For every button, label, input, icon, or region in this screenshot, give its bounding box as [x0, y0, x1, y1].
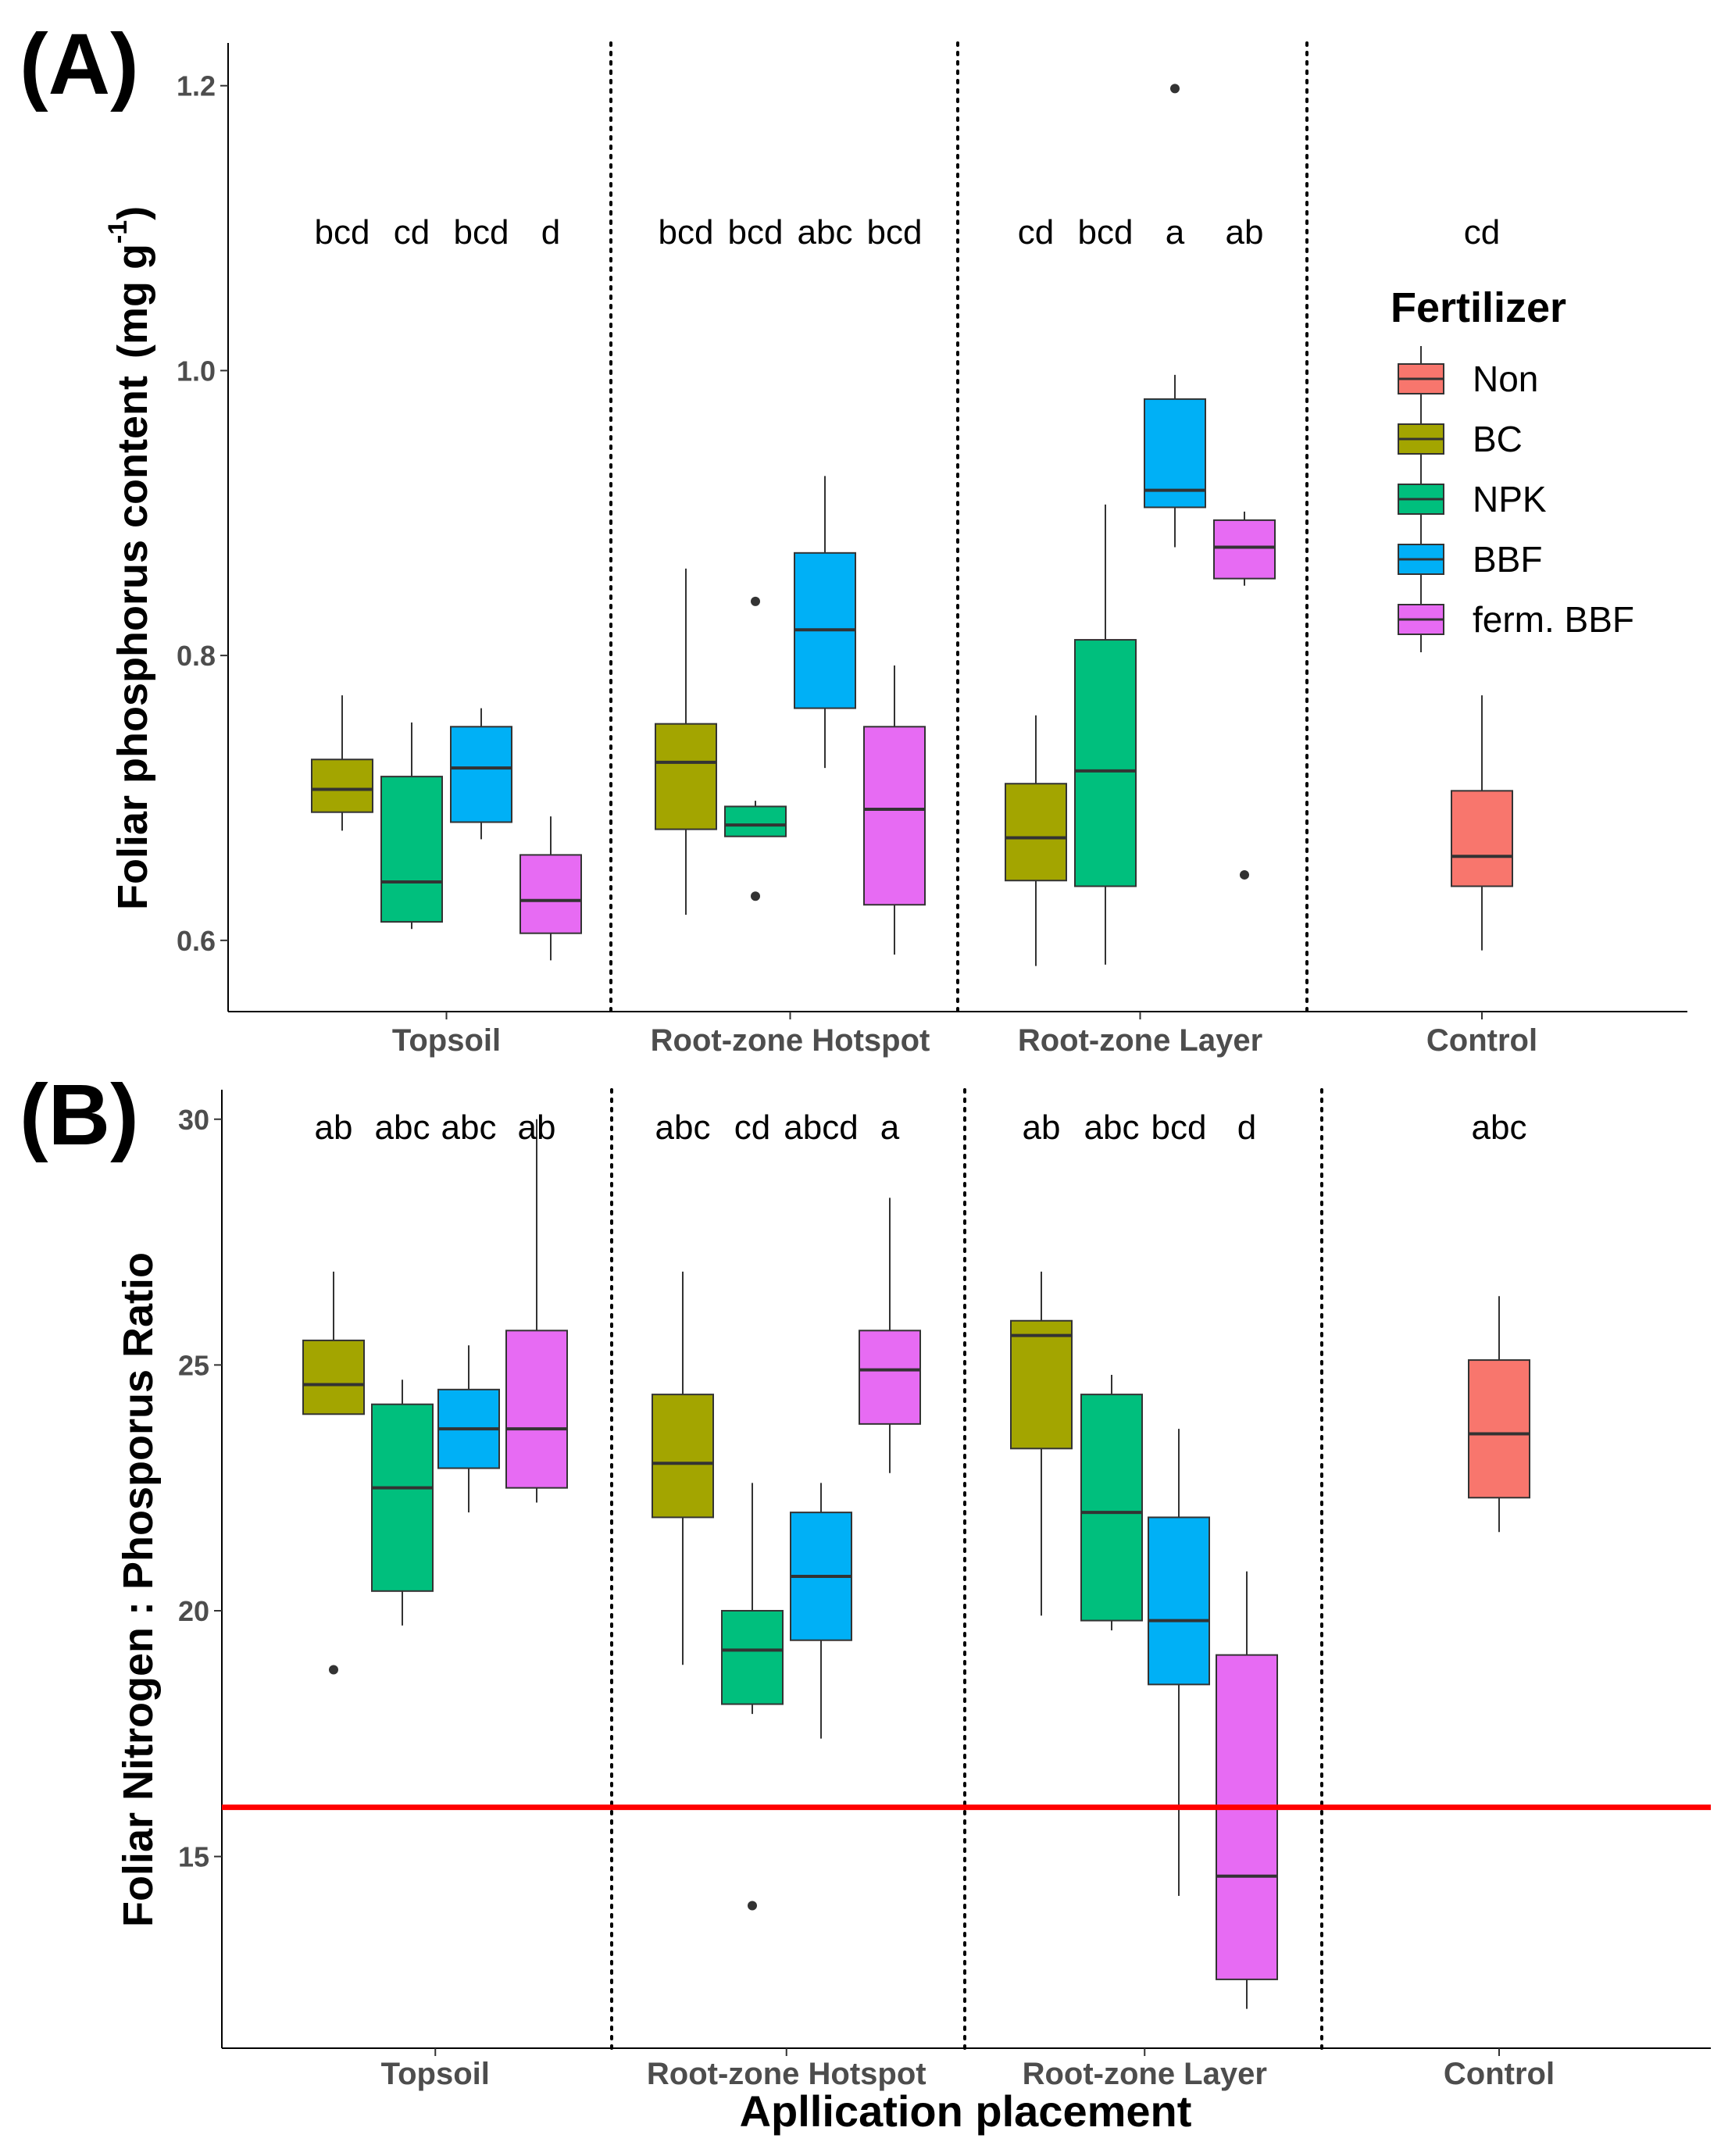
panel-b-significance-letter: d: [1237, 1108, 1256, 1147]
panel-b-box: [1468, 1359, 1530, 1499]
panel-b-x-tick-label: Control: [1444, 2057, 1555, 2091]
panel-b-ylabel: Foliar Nitrogen : Phosporus Ratio: [115, 1252, 162, 1927]
panel-a-x-tick-label: Topsoil: [392, 1023, 501, 1058]
panel-b-outlier-point: [329, 1665, 338, 1675]
panel-b-x-tick-label: Root-zone Hotspot: [647, 2057, 926, 2091]
panel-a-ylabel-close: ): [109, 206, 156, 220]
panel-a-significance-letter: cd: [394, 213, 430, 252]
panel-b-significance-letter: abc: [655, 1108, 711, 1147]
panel-b-label: (B): [20, 1067, 139, 1163]
panel-b-box: [721, 1609, 784, 1705]
panel-a-box: [311, 759, 373, 813]
panel-a-box: [519, 854, 582, 934]
panel-a-box: [863, 726, 926, 906]
legend-item-label: BBF: [1473, 539, 1542, 580]
panel-a-box: [1074, 639, 1137, 887]
panel-b-box: [1080, 1394, 1143, 1622]
panel-a-ylabel-main: Foliar phosphorus content: [109, 376, 156, 910]
panel-b-y-tick-label: 25: [178, 1349, 209, 1381]
panel-a-significance-letter: bcd: [315, 213, 370, 252]
panel-b-y-tick-label: 15: [178, 1841, 209, 1873]
panel-b-y-tick-label: 20: [178, 1595, 209, 1627]
panel-b-box: [302, 1339, 365, 1415]
legend-title: Fertilizer: [1391, 284, 1566, 331]
panel-a-box: [450, 726, 512, 823]
panel-b-significance-letter: abc: [441, 1108, 497, 1147]
x-axis-title: Apllication placement: [740, 2086, 1192, 2136]
panel-a-outlier-point: [751, 891, 760, 901]
panel-a-outlier-point: [751, 596, 760, 606]
panel-b-x-tick-label: Topsoil: [381, 2057, 490, 2091]
panel-a-outlier-point: [1240, 869, 1249, 880]
panel-a-ylabel-unit: (mg g: [109, 244, 156, 359]
panel-b-significance-letter: abc: [1084, 1108, 1140, 1147]
panel-a-box: [724, 805, 787, 837]
panel-a-ylabel-text: Foliar phosphorus content (mg g-1): [103, 206, 156, 910]
panel-a-box: [1005, 783, 1067, 882]
panel-a-box: [380, 776, 443, 923]
panel-b-box: [1010, 1319, 1073, 1450]
legend: Fertilizer Non BC NPK BBF ferm. BBF: [1391, 284, 1634, 652]
panel-b-x-tick-label: Root-zone Layer: [1023, 2057, 1267, 2091]
panel-a-y-tick-label: 0.6: [177, 925, 216, 957]
panel-a-y-tick-label: 1.2: [177, 70, 216, 102]
panel-a-outlier-point: [1170, 84, 1180, 94]
panel-a-ylabel: Foliar phosphorus content (mg g-1): [103, 206, 156, 910]
panel-b-box: [371, 1403, 434, 1592]
panel-a-box: [655, 723, 717, 830]
panel-b-y-tick-label: 30: [178, 1104, 209, 1136]
panel-a-box: [1213, 519, 1276, 580]
panel-b-outlier-point: [748, 1901, 757, 1911]
panel-b-box: [652, 1394, 714, 1519]
panel-a-significance-letter: ab: [1226, 213, 1264, 252]
panel-a-significance-letter: bcd: [659, 213, 714, 252]
panel-a-x-tick-label: Control: [1426, 1023, 1537, 1058]
panel-b-box: [1216, 1654, 1278, 1980]
legend-item-label: NPK: [1473, 479, 1547, 519]
panel-a-x-tick-label: Root-zone Hotspot: [651, 1023, 930, 1058]
panel-a-significance-letter: bcd: [867, 213, 923, 252]
panel-a-significance-letter: d: [541, 213, 560, 252]
panel-a-significance-letter: abc: [798, 213, 853, 252]
panel-a-label: (A): [20, 16, 139, 112]
panel-b-box: [1148, 1516, 1210, 1686]
panel-b-significance-letter: ab: [315, 1108, 353, 1147]
legend-item-label: BC: [1473, 419, 1523, 459]
panel-a-y-tick-label: 1.0: [177, 355, 216, 387]
panel-a-significance-letter: bcd: [728, 213, 784, 252]
panel-a-significance-letter: cd: [1018, 213, 1054, 252]
panel-a-box: [1451, 790, 1513, 887]
panel-b-significance-letter: ab: [1023, 1108, 1061, 1147]
panel-b-significance-letter: a: [880, 1108, 900, 1147]
panel-b-significance-letter: abc: [1472, 1108, 1527, 1147]
panel-a-significance-letter: cd: [1464, 213, 1500, 252]
panel-b-significance-letter: abc: [375, 1108, 430, 1147]
legend-item-label: Non: [1473, 359, 1538, 399]
panel-b-significance-letter: ab: [518, 1108, 556, 1147]
panel-b-significance-letter: cd: [734, 1108, 770, 1147]
panel-a-significance-letter: bcd: [454, 213, 509, 252]
panel-a-significance-letter: bcd: [1078, 213, 1134, 252]
panel-b-significance-letter: abcd: [784, 1108, 858, 1147]
panel-b-box: [859, 1330, 921, 1425]
legend-item-label: ferm. BBF: [1473, 599, 1634, 640]
panel-a-significance-letter: a: [1166, 213, 1185, 252]
panel-b-box: [505, 1330, 568, 1489]
panel-b-significance-letter: bcd: [1151, 1108, 1207, 1147]
panel-a-x-tick-label: Root-zone Layer: [1018, 1023, 1262, 1058]
panel-a-y-tick-label: 0.8: [177, 640, 216, 672]
panel-a-ylabel-exp: -1: [103, 220, 133, 244]
